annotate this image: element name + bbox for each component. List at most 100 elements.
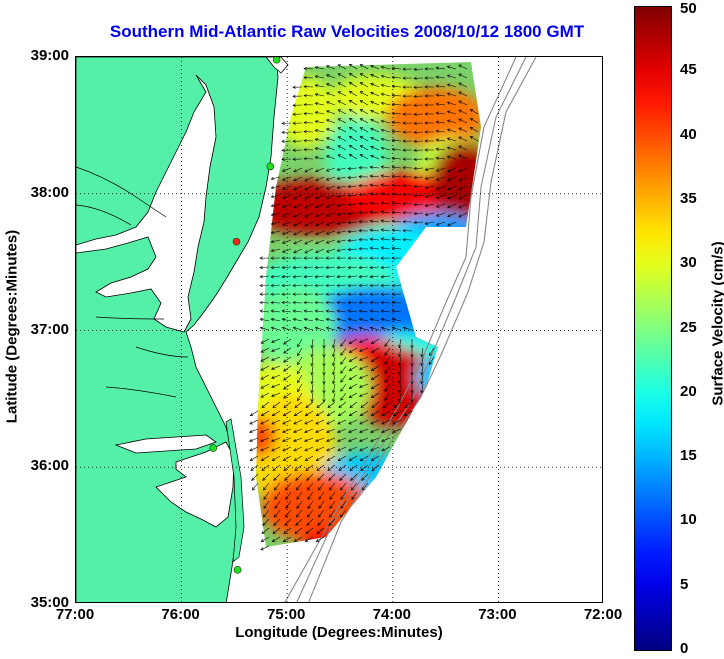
vector-head-169 xyxy=(303,156,307,161)
vector-head-23 xyxy=(380,74,385,79)
vector-296 xyxy=(326,221,336,226)
vector-head-69 xyxy=(359,100,364,104)
vector-220 xyxy=(282,185,292,190)
vector-head-102 xyxy=(348,117,353,122)
vector-731 xyxy=(294,527,303,534)
vector-690 xyxy=(307,482,314,491)
vector-104 xyxy=(370,119,380,124)
vector-362 xyxy=(293,266,303,268)
vector-427 xyxy=(315,310,325,313)
vector-head-98 xyxy=(303,120,307,125)
vector-head-296 xyxy=(325,222,330,226)
vector-head-639 xyxy=(271,448,275,452)
vector-622 xyxy=(381,428,391,433)
vector-head-472 xyxy=(370,340,375,345)
vector-head-372 xyxy=(270,274,274,279)
vector-head-634 xyxy=(359,438,363,442)
vector-51 xyxy=(337,91,347,97)
vector-55 xyxy=(381,93,391,97)
vector-head-462 xyxy=(260,340,265,344)
vector-478 xyxy=(283,347,292,354)
vector-head-658 xyxy=(337,457,342,461)
vector-head-314 xyxy=(336,230,341,235)
vector-545 xyxy=(340,383,347,392)
vector-head-449 xyxy=(270,326,275,330)
vector-head-234 xyxy=(435,186,440,190)
vector-head-412 xyxy=(292,300,296,305)
vector-head-139 xyxy=(359,136,364,140)
vector-head-627 xyxy=(282,438,286,442)
vector-head-525 xyxy=(283,377,287,381)
vector-head-491 xyxy=(428,352,433,357)
bathymetry-contours xyxy=(284,57,537,602)
vector-head-75 xyxy=(424,103,428,107)
vector-271 xyxy=(447,203,457,208)
vector-head-708 xyxy=(296,505,300,509)
vector-head-285 xyxy=(402,211,406,215)
vector-head-715 xyxy=(285,514,289,518)
vector-head-580 xyxy=(404,404,409,409)
river-5 xyxy=(105,386,177,398)
vector-487 xyxy=(384,347,391,356)
vector-head-716 xyxy=(296,514,300,518)
vector-head-188 xyxy=(325,168,330,172)
vector-head-581 xyxy=(249,412,254,417)
vector-head-37 xyxy=(359,82,364,86)
vector-head-587 xyxy=(315,412,320,417)
vector-head-212 xyxy=(391,174,395,178)
vector-head-88 xyxy=(391,111,395,116)
vector-674 xyxy=(251,473,259,481)
vector-634 xyxy=(359,437,369,442)
vector-486 xyxy=(371,347,380,353)
x-axis-label: Longitude (Degrees:Minutes) xyxy=(235,624,443,641)
vector-head-438 xyxy=(292,317,297,322)
vector-head-562 xyxy=(359,393,363,397)
vector-613 xyxy=(282,428,292,433)
vector-head-280 xyxy=(347,211,351,216)
vector-335 xyxy=(282,248,292,253)
vector-301 xyxy=(381,220,391,223)
vector-head-367 xyxy=(347,265,351,270)
vector-head-52 xyxy=(348,90,353,95)
vector-93 xyxy=(447,111,457,115)
vector-head-120 xyxy=(348,126,353,131)
vector-head-269 xyxy=(424,203,429,207)
vector-369 xyxy=(370,266,380,268)
vector-head-283 xyxy=(380,210,385,214)
vector-head-626 xyxy=(271,438,275,442)
lat-tick-label: 38:00 xyxy=(30,183,69,201)
vector-head-399 xyxy=(292,292,296,296)
vector-head-301 xyxy=(380,219,385,223)
vector-77 xyxy=(447,102,457,106)
vector-head-64 xyxy=(303,102,307,107)
vector-465 xyxy=(297,338,303,347)
vector-head-157 xyxy=(359,145,364,149)
vector-384 xyxy=(271,284,281,287)
vector-head-331 xyxy=(380,237,385,241)
vector-142 xyxy=(392,139,402,142)
vector-head-300 xyxy=(369,219,373,223)
vector-head-461 xyxy=(402,326,407,330)
vector-317 xyxy=(370,229,380,232)
vector-332 xyxy=(392,238,402,241)
vector-725 xyxy=(306,518,314,526)
vector-head-723 xyxy=(284,522,288,526)
vector-374 xyxy=(293,275,303,278)
vector-371 xyxy=(260,275,270,278)
vector-head-544 xyxy=(332,389,336,394)
vector-732 xyxy=(305,527,314,534)
vector-365 xyxy=(326,266,336,268)
vector-106 xyxy=(392,121,402,124)
vector-head-647 xyxy=(359,448,363,452)
vector-head-276 xyxy=(304,214,308,218)
vector-264 xyxy=(370,202,380,205)
vector-516 xyxy=(349,365,358,371)
vector-head-145 xyxy=(424,139,428,143)
vector-60 xyxy=(436,94,446,97)
vector-head-272 xyxy=(458,205,462,209)
vector-head-206 xyxy=(325,177,330,181)
vector-531 xyxy=(349,374,358,380)
vector-359 xyxy=(260,266,270,268)
speed-patch-7 xyxy=(431,142,481,222)
vector-head-531 xyxy=(348,376,353,380)
